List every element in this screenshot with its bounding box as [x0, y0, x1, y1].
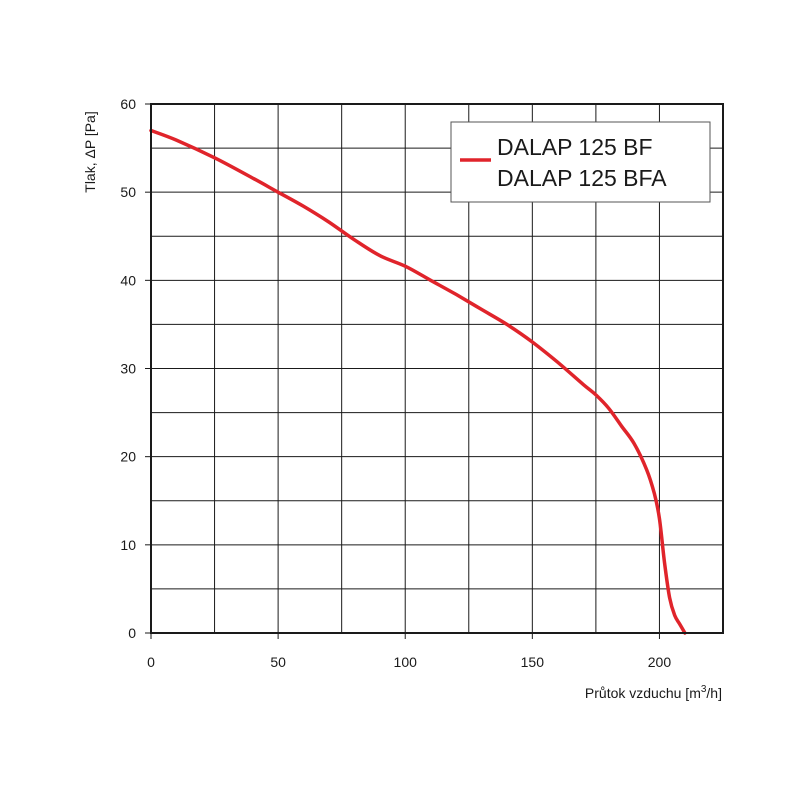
- y-tick-label: 10: [120, 537, 136, 553]
- series-line-dalap-125: [149, 128, 687, 635]
- x-axis-label: Průtok vzduchu [m3/h]: [585, 684, 722, 701]
- tick-labels: 0 50 100 150 200 0 10 20 30 40 50 60: [120, 96, 671, 670]
- y-tick-label: 40: [120, 272, 136, 288]
- x-tick-label: 50: [270, 654, 286, 670]
- legend-entry-dalap-125-bf: DALAP 125 BF: [497, 134, 653, 160]
- y-tick-label: 50: [120, 184, 136, 200]
- y-tick-label: 20: [120, 449, 136, 465]
- y-tick-label: 60: [120, 96, 136, 112]
- y-tick-label: 0: [128, 625, 136, 641]
- legend-entry-dalap-125-bfa: DALAP 125 BFA: [497, 165, 667, 191]
- y-axis-label: Tlak, ΔP [Pa]: [82, 111, 98, 192]
- y-tick-label: 30: [120, 361, 136, 377]
- x-tick-label: 150: [521, 654, 545, 670]
- x-tick-label: 100: [394, 654, 418, 670]
- x-tick-label: 0: [147, 654, 155, 670]
- legend-box: [450, 121, 711, 203]
- plot-frame: [150, 103, 724, 634]
- legend: DALAP 125 BF DALAP 125 BFA: [450, 121, 711, 203]
- x-tick-label: 200: [648, 654, 672, 670]
